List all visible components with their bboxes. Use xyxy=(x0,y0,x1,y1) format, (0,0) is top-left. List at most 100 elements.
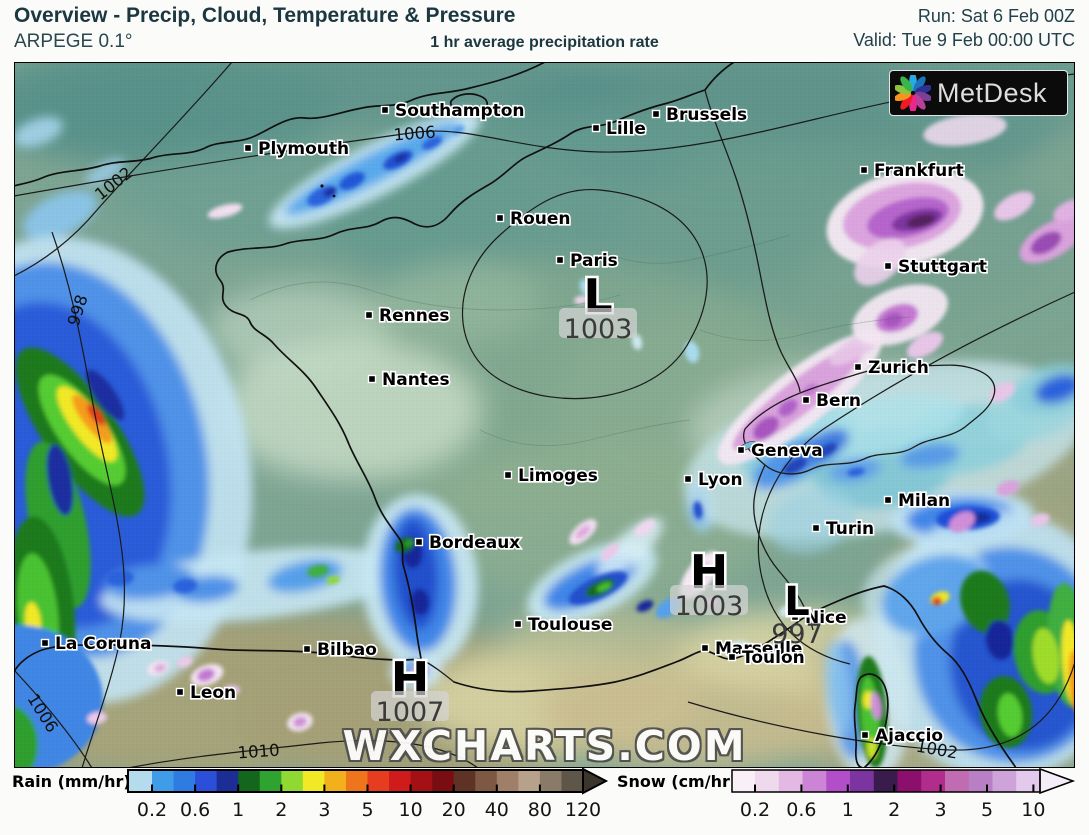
rain-scale-tick xyxy=(280,784,283,792)
snow-scale-segment xyxy=(802,770,827,792)
snow-scale-tick xyxy=(800,784,803,792)
rain-scale-segment xyxy=(216,770,239,792)
snow-scale-border xyxy=(731,769,1041,793)
city-marker-lille xyxy=(591,123,601,133)
snow-scale-segment xyxy=(873,770,899,792)
rain-scale-tick-label: 0.6 xyxy=(180,799,210,821)
rain-scale-tick-label: 1 xyxy=(232,799,244,821)
city-label-toulon: Toulon xyxy=(742,648,805,668)
snow-scale-tick xyxy=(986,784,988,792)
rain-scale-tick xyxy=(495,784,498,792)
city-marker-marseille xyxy=(700,643,710,653)
rain-scale-segment xyxy=(475,770,498,792)
rain-scale-segment xyxy=(173,770,196,792)
rain-scale-segment xyxy=(281,770,304,792)
borders xyxy=(420,89,996,683)
city-marker-geneva xyxy=(736,445,746,455)
coastlines xyxy=(14,62,1017,768)
rain-scale-segment xyxy=(410,770,433,792)
city-marker-toulouse xyxy=(513,619,523,629)
snow-scale-tick xyxy=(846,784,849,792)
city-label-nice: Nice xyxy=(805,608,847,628)
snow-scale-tick-label: 0.2 xyxy=(740,799,770,821)
city-label-frankfurt: Frankfurt xyxy=(874,161,964,181)
city-label-toulouse: Toulouse xyxy=(528,615,612,635)
rain-scale-tick-label: 10 xyxy=(399,799,423,821)
pressure-value-box xyxy=(670,585,748,615)
city-label-lille: Lille xyxy=(606,119,646,139)
isobar-label-1006: 1006 xyxy=(393,123,436,145)
city-marker-ajaccio xyxy=(860,730,870,740)
city-label-lyon: Lyon xyxy=(698,470,743,490)
city-label-rouen: Rouen xyxy=(510,209,571,229)
city-marker-paris xyxy=(555,255,565,265)
rain-scale-segment xyxy=(302,770,326,792)
rain-scale-tick-label: 3 xyxy=(318,799,330,821)
snow-scale-arrow xyxy=(1039,768,1076,795)
map-canvas: Southampton Plymouth Lille Brussels Frankfur… xyxy=(14,62,1075,768)
pinwheel-petal xyxy=(913,94,926,110)
rain-scale-segment xyxy=(518,770,541,792)
city-label-bern: Bern xyxy=(816,391,861,411)
city-label-southampton: Southampton xyxy=(395,101,525,121)
city-label-geneva: Geneva xyxy=(751,441,823,461)
city-marker-milan xyxy=(883,495,893,505)
city-marker-lyon xyxy=(683,474,693,484)
rain-scale-segment xyxy=(561,770,584,792)
logo-text: MetDesk xyxy=(937,77,1048,108)
page-title: Overview - Precip, Cloud, Temperature & … xyxy=(14,4,516,27)
rain-scale-border xyxy=(127,769,584,793)
rain-scale-tick xyxy=(237,784,240,792)
subtitle: 1 hr average precipitation rate xyxy=(430,34,659,51)
snow-scale-segment xyxy=(1016,770,1041,792)
rain-scale-segment xyxy=(238,770,261,792)
city-marker-frankfurt xyxy=(859,165,869,175)
rain-scale-tick-label: 5 xyxy=(361,799,373,821)
snow-scale-tick xyxy=(1032,784,1035,792)
rain-scale-tick xyxy=(194,784,197,792)
rain-scale-arrow xyxy=(582,768,609,795)
rain-scale-tick-label: 2 xyxy=(275,799,287,821)
rain-scale-segment xyxy=(259,770,282,792)
city-label-bilbao: Bilbao xyxy=(317,640,377,660)
snow-scale-segment xyxy=(897,770,922,792)
snow-scale-tick xyxy=(939,784,942,792)
city-marker-toulon xyxy=(727,652,737,662)
city-label-bordeaux: Bordeaux xyxy=(429,533,520,553)
city-marker-southampton xyxy=(380,105,390,115)
snow-scale-tick-label: 3 xyxy=(935,799,947,821)
rain-scale-tick-label: 0.2 xyxy=(137,799,167,821)
metdesk-logo: MetDesk xyxy=(889,70,1068,116)
snow-scale-segment xyxy=(826,770,851,792)
city-marker-limoges xyxy=(503,470,513,480)
city-marker-nice xyxy=(790,612,800,622)
snow-scale-tick xyxy=(893,784,896,792)
city-label-turin: Turin xyxy=(826,519,874,539)
city-marker-turin xyxy=(811,523,821,533)
city-label-paris: Paris xyxy=(570,251,618,271)
pressure-value-1003: 1003 xyxy=(675,591,744,622)
legend-scales: 0.2 0.6 1 2 3 5 10 20 40 80 120 0.2 0.6 1 2 3 5 10 xyxy=(127,768,1076,821)
rain-scale-segment xyxy=(389,770,412,792)
pressure-value-1003: 1003 xyxy=(564,314,633,345)
snow-scale-segment xyxy=(945,770,970,792)
city-label-plymouth: Plymouth xyxy=(258,139,349,159)
snow-scale-segment xyxy=(921,770,946,792)
rain-scale-tick-label: 40 xyxy=(485,799,509,821)
snow-scale-segment xyxy=(968,770,994,792)
city-marker-la-coruna xyxy=(40,638,50,648)
rain-scale-segment xyxy=(367,770,390,792)
cloud-contours xyxy=(249,234,911,447)
city-label-ajaccio: Ajaccio xyxy=(875,726,943,746)
rain-scale-tick xyxy=(452,784,455,792)
city-label-zurich: Zurich xyxy=(868,358,929,378)
run-label: Run: Sat 6 Feb 00Z xyxy=(917,6,1075,26)
rain-scale-tick xyxy=(151,784,153,792)
rain-scale-tick-label: 20 xyxy=(442,799,466,821)
snow-scale-tick-label: 0.6 xyxy=(786,799,816,821)
weather-map: Southampton Plymouth Lille Brussels Frankfur… xyxy=(14,62,1075,770)
city-label-rennes: Rennes xyxy=(379,306,449,326)
rain-scale-segment xyxy=(128,770,153,792)
city-marker-bern xyxy=(801,395,811,405)
city-marker-leon xyxy=(175,687,185,697)
